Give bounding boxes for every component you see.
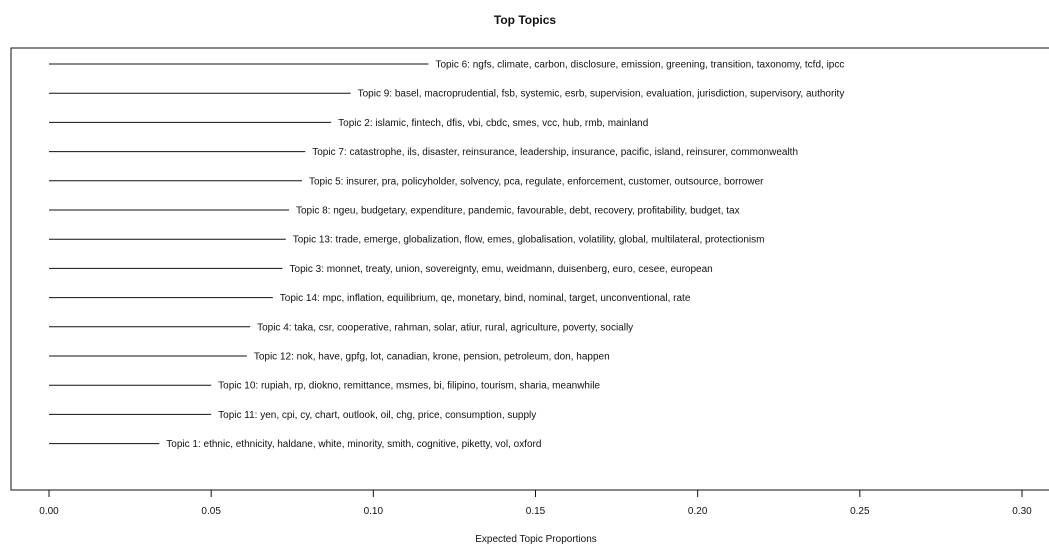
topic-label: Topic 10: rupiah, rp, diokno, remittance… <box>218 381 600 392</box>
x-tick-label: 0.10 <box>364 506 384 517</box>
topic-label: Topic 11: yen, cpi, cy, chart, outlook, … <box>218 410 536 421</box>
x-tick-label: 0.00 <box>39 506 59 517</box>
topic-label: Topic 7: catastrophe, ils, disaster, rei… <box>312 147 798 158</box>
topic-label: Topic 6: ngfs, climate, carbon, disclosu… <box>435 60 844 71</box>
x-tick-label: 0.15 <box>526 506 546 517</box>
x-tick-label: 0.25 <box>850 506 870 517</box>
x-tick-label: 0.20 <box>688 506 708 517</box>
topic-label: Topic 8: ngeu, budgetary, expenditure, p… <box>296 206 740 217</box>
topic-label: Topic 13: trade, emerge, globalization, … <box>293 235 765 246</box>
topic-label: Topic 4: taka, csr, cooperative, rahman,… <box>257 322 633 333</box>
topic-label: Topic 1: ethnic, ethnicity, haldane, whi… <box>166 439 541 450</box>
topic-label: Topic 14: mpc, inflation, equilibrium, q… <box>280 293 691 304</box>
x-ticks-layer: 0.00 0.05 0.10 0.15 0.20 0.25 0.30 <box>39 490 1032 517</box>
chart-title: Top Topics <box>494 13 557 27</box>
topic-label: Topic 5: insurer, pra, policyholder, sol… <box>309 176 764 187</box>
topic-label: Topic 12: nok, have, gpfg, lot, canadian… <box>254 352 610 363</box>
bars-layer: Topic 6: ngfs, climate, carbon, disclosu… <box>49 60 845 450</box>
topic-label: Topic 9: basel, macroprudential, fsb, sy… <box>358 89 845 100</box>
topic-label: Topic 2: islamic, fintech, dfis, vbi, cb… <box>338 118 648 129</box>
topic-label: Topic 3: monnet, treaty, union, sovereig… <box>290 264 713 275</box>
x-tick-label: 0.30 <box>1012 506 1032 517</box>
x-tick-label: 0.05 <box>201 506 221 517</box>
x-axis-label: Expected Topic Proportions <box>475 534 597 544</box>
